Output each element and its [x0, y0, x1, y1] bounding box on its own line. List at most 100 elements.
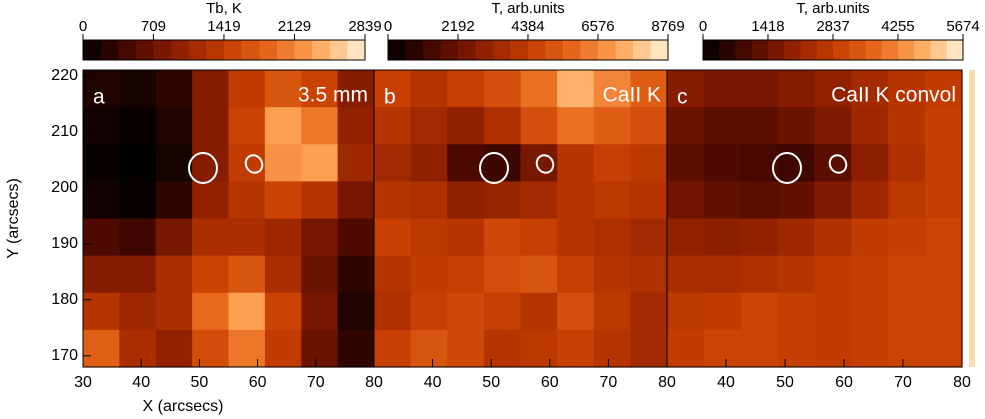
colorbar-step — [528, 40, 546, 60]
colorbar-step — [633, 40, 651, 60]
heat-cell — [888, 107, 926, 145]
heat-cell — [925, 255, 963, 294]
colorbar-step — [598, 40, 616, 60]
panel-label: c — [677, 86, 688, 109]
heat-cell — [630, 329, 668, 368]
heat-cell — [667, 255, 705, 294]
heat-cell — [814, 181, 852, 220]
contour — [535, 154, 555, 174]
heat-cell — [447, 255, 485, 294]
heat-cell — [703, 107, 742, 145]
colorbar-step — [510, 40, 529, 60]
heat-cell — [520, 329, 558, 368]
heat-cell — [410, 218, 448, 257]
heat-cell — [520, 107, 558, 145]
heat-cell — [155, 329, 193, 368]
heat-cell — [301, 218, 339, 257]
colorbar-step — [784, 40, 801, 60]
x-tick-label: 50 — [482, 374, 500, 391]
heat-cell — [447, 329, 485, 368]
heat-cell — [337, 144, 375, 182]
heat-cell — [301, 144, 339, 182]
heat-cell — [483, 292, 522, 331]
heat-cell — [264, 70, 302, 108]
heat-cell — [301, 70, 339, 108]
y-tick-label: 200 — [51, 179, 78, 196]
heat-cell — [740, 70, 779, 108]
colorbar-title: Tb, K — [206, 0, 242, 17]
heat-cell — [557, 181, 595, 220]
colorbar-tick-label: 6576 — [581, 18, 614, 35]
x-tick-label: 40 — [717, 374, 735, 391]
heat-cell — [228, 70, 266, 108]
x-tick-label: 50 — [776, 374, 794, 391]
heat-cell — [483, 144, 522, 182]
heat-cell — [814, 329, 852, 368]
heat-cell — [264, 255, 302, 294]
colorbar-step — [580, 40, 599, 60]
heat-cell — [777, 144, 816, 182]
heat-cell — [740, 329, 779, 368]
heat-cell — [483, 181, 522, 220]
colorbar-tick-label: 709 — [141, 18, 166, 35]
colorbar-title: T, arb.units — [796, 0, 869, 17]
heat-cell — [374, 181, 412, 220]
colorbar-step — [153, 40, 172, 60]
colorbar-step — [440, 40, 459, 60]
heat-cell — [192, 144, 230, 182]
heat-cell — [593, 70, 631, 108]
heat-cell — [264, 144, 302, 182]
heat-cell — [814, 107, 852, 145]
heat-cell — [301, 181, 339, 220]
colorbar-step — [329, 40, 348, 60]
x-tick-label: 60 — [541, 374, 559, 391]
heat-cell — [703, 144, 742, 182]
colorbar-step — [206, 40, 225, 60]
heat-cell — [703, 70, 742, 108]
heat-cell — [557, 329, 595, 368]
heat-cell — [337, 70, 375, 108]
plot-frame — [666, 69, 963, 368]
heat-cell — [814, 255, 852, 294]
heat-cell — [777, 107, 816, 145]
heat-cell — [814, 292, 852, 331]
heat-cell — [447, 144, 485, 182]
heat-cell — [301, 329, 339, 368]
colorbar-tick-label: 1419 — [207, 18, 240, 35]
heat-cell — [777, 70, 816, 108]
x-tick-label: 70 — [894, 374, 912, 391]
heat-cell — [374, 292, 412, 331]
heat-cell — [410, 144, 448, 182]
heat-cell — [667, 218, 705, 257]
heat-cell — [410, 255, 448, 294]
heat-cell — [593, 255, 631, 294]
colorbar-step — [914, 40, 931, 60]
heat-cell — [557, 218, 595, 257]
heat-cell — [925, 70, 963, 108]
colorbar-step — [719, 40, 736, 60]
heat-cell — [337, 181, 375, 220]
heat-cell — [925, 144, 963, 182]
heat-cell — [83, 107, 120, 145]
heat-cell — [703, 292, 742, 331]
heat-cell — [119, 292, 157, 331]
heat-cell — [740, 181, 779, 220]
heat-cell — [192, 255, 230, 294]
heat-cell — [888, 292, 926, 331]
heat-cell — [119, 255, 157, 294]
heat-cell — [740, 292, 779, 331]
heat-cell — [888, 181, 926, 220]
heat-cell — [593, 329, 631, 368]
colorbar-step — [800, 40, 818, 60]
heat-cell — [447, 218, 485, 257]
heat-cell — [888, 144, 926, 182]
colorbar-step — [118, 40, 137, 60]
heat-cell — [630, 70, 668, 108]
contour — [244, 154, 264, 174]
x-tick-label: 30 — [74, 374, 92, 391]
heat-cell — [630, 255, 668, 294]
heat-cell — [192, 181, 230, 220]
y-tick-label: 180 — [51, 291, 78, 308]
colorbar-tick-label: 4255 — [881, 18, 914, 35]
